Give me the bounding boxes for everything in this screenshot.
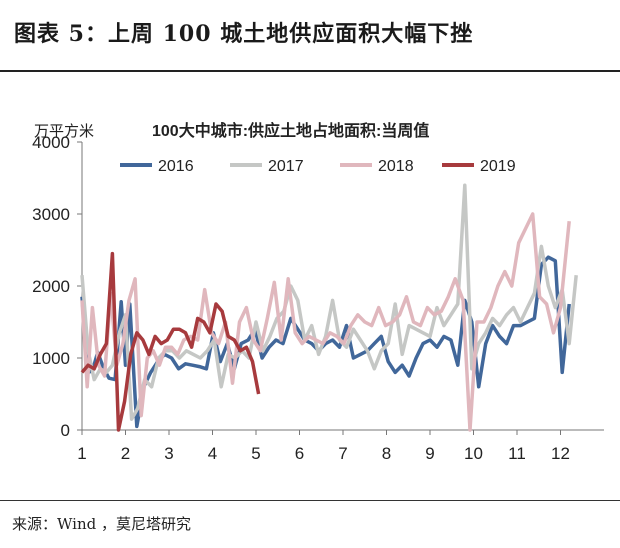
line-chart: 万平方米 100大中城市:供应土地占地面积:当周值 0 1000 2000 3000 4… bbox=[32, 121, 604, 463]
x-tick-label: 4 bbox=[208, 444, 217, 463]
x-tick-label: 8 bbox=[382, 444, 391, 463]
series-line-2017 bbox=[80, 183, 578, 421]
top-rule bbox=[0, 70, 620, 72]
y-tick-label: 1000 bbox=[32, 349, 70, 368]
chart-title: 100大中城市:供应土地占地面积:当周值 bbox=[152, 121, 429, 140]
x-tick-label: 12 bbox=[551, 444, 570, 463]
figure-title: 图表 5：上周 100 城土地供应面积大幅下挫 bbox=[14, 21, 474, 47]
x-tick-label: 1 bbox=[77, 444, 86, 463]
x-tick-label: 9 bbox=[425, 444, 434, 463]
y-axis-label: 万平方米 bbox=[34, 123, 94, 140]
series-line-2019 bbox=[80, 251, 261, 432]
y-tick-label: 3000 bbox=[32, 205, 70, 224]
legend-label-2017: 2017 bbox=[268, 158, 304, 175]
source-note: 来源：Wind ，莫尼塔研究 bbox=[12, 515, 191, 533]
legend-label-2019: 2019 bbox=[480, 158, 516, 175]
legend-label-2018: 2018 bbox=[378, 158, 414, 175]
x-tick-label: 7 bbox=[338, 444, 347, 463]
x-tick-label: 3 bbox=[164, 444, 173, 463]
legend: 2016 2017 2018 2019 bbox=[120, 158, 516, 175]
legend-label-2016: 2016 bbox=[158, 158, 194, 175]
x-tick-label: 2 bbox=[121, 444, 130, 463]
y-tick-label: 2000 bbox=[32, 277, 70, 296]
y-tick-label: 0 bbox=[61, 421, 70, 440]
series-line-2018 bbox=[80, 212, 571, 432]
x-tick-label: 5 bbox=[251, 444, 260, 463]
y-tick-label: 4000 bbox=[32, 133, 70, 152]
x-tick-label: 6 bbox=[295, 444, 304, 463]
x-tick-label: 10 bbox=[464, 444, 483, 463]
series-lines bbox=[80, 183, 578, 432]
x-tick-label: 11 bbox=[508, 444, 526, 463]
bottom-rule bbox=[0, 500, 620, 501]
